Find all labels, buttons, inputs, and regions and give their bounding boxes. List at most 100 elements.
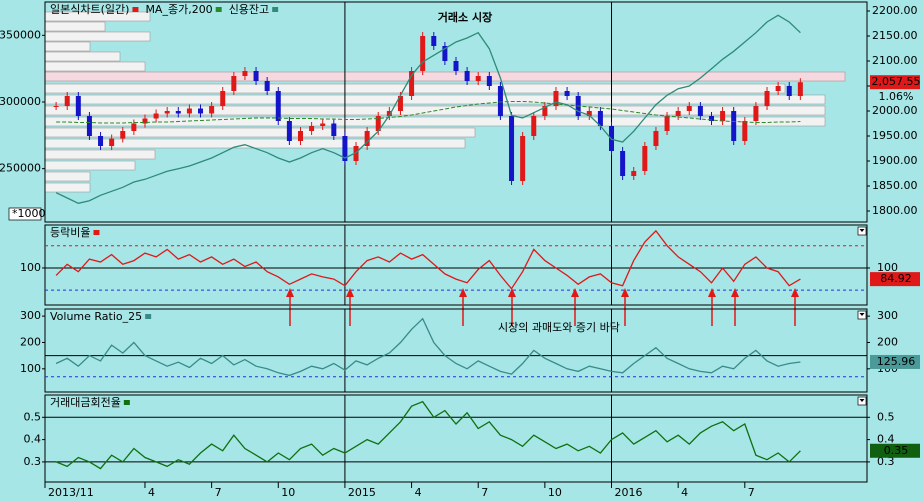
annotation: 시장의 과매도와 증기 바닥 <box>498 321 620 334</box>
volume-profile-bar <box>44 149 156 160</box>
candle <box>364 131 370 146</box>
candle <box>320 123 326 126</box>
candle <box>264 81 270 91</box>
chart-title: 거래소 시장 <box>438 10 492 24</box>
candle <box>553 91 559 106</box>
candle <box>797 82 803 96</box>
candle <box>242 71 248 76</box>
y2-tick-label: 0.5 <box>877 410 895 423</box>
x-tick-label: 4 <box>148 486 155 499</box>
candle <box>309 126 315 131</box>
candle <box>542 106 548 116</box>
candle <box>664 116 670 131</box>
y2-tick-label: 1800.00 <box>872 204 918 217</box>
candle <box>231 76 237 91</box>
y2-tick-label: 1950.00 <box>872 129 918 142</box>
y-tick-label: 0.3 <box>24 455 42 468</box>
candle <box>764 91 770 106</box>
arrow-head <box>571 288 579 297</box>
x-tick-label: 7 <box>481 486 488 499</box>
candle <box>397 96 403 111</box>
arrow-head <box>459 288 467 297</box>
y-tick-label: 100 <box>20 261 41 274</box>
candle <box>86 116 92 136</box>
y-tick-label: 350000 <box>0 28 41 41</box>
x-tick-label: 2016 <box>615 486 643 499</box>
volume-profile-bar <box>44 51 121 62</box>
candle <box>697 106 703 116</box>
y2-tick-label: 200 <box>877 335 898 348</box>
candle <box>731 111 737 141</box>
volume-profile-bar <box>44 41 91 52</box>
x-tick-label: 2015 <box>348 486 376 499</box>
legend-label: 등락비율 <box>50 226 90 239</box>
volume-profile-bar <box>44 171 91 182</box>
candle <box>753 106 759 121</box>
legend-label: 신용잔고 <box>229 3 269 16</box>
y-tick-label: 0.5 <box>24 410 42 423</box>
volume-profile-bar <box>44 21 106 32</box>
candle <box>586 111 592 116</box>
candle <box>464 71 470 81</box>
y2-tick-label: 100 <box>877 261 898 274</box>
series-line <box>55 400 801 470</box>
unit-label: *1000 <box>12 207 46 220</box>
x-tick-label: 10 <box>281 486 295 499</box>
arrow-head <box>508 288 516 297</box>
legend-label: 거래대금회전율 <box>50 396 121 409</box>
candle <box>642 146 648 171</box>
volume-profile-bar <box>44 160 136 171</box>
series-line <box>55 229 801 290</box>
y2-tick-label: 2150.00 <box>872 29 918 42</box>
panel-frame <box>44 224 868 306</box>
candle <box>164 111 170 114</box>
arrow-head <box>346 288 354 297</box>
candle <box>297 131 303 141</box>
x-tick-label: 10 <box>548 486 562 499</box>
candle <box>253 71 259 81</box>
y2-tick-label: 300 <box>877 309 898 322</box>
candle <box>275 91 281 121</box>
y-tick-label: 250000 <box>0 162 41 175</box>
legend-swatch <box>93 230 100 235</box>
arrow-head <box>621 288 629 297</box>
candle <box>631 171 637 176</box>
y2-tick-label: 1850.00 <box>872 179 918 192</box>
candle <box>497 86 503 116</box>
candle <box>386 111 392 116</box>
candle <box>620 151 626 176</box>
x-tick-label: 7 <box>748 486 755 499</box>
legend-swatch <box>145 314 152 319</box>
last-value-label: 84.92 <box>880 272 912 285</box>
candle <box>286 121 292 141</box>
legend-label: MA_종가,200 <box>145 3 212 16</box>
series-line <box>56 101 801 124</box>
y2-tick-label: 2200.00 <box>872 4 918 17</box>
candle <box>442 46 448 61</box>
candle <box>775 86 781 91</box>
x-tick-label: 4 <box>415 486 422 499</box>
panel-button-arrow <box>859 229 865 232</box>
legend-swatch <box>123 400 130 405</box>
candle <box>486 76 492 86</box>
arrow-head <box>791 288 799 297</box>
candle <box>597 111 603 126</box>
panel-frame <box>44 1 868 223</box>
y-tick-label: 300 <box>20 309 41 322</box>
x-tick-label: 4 <box>681 486 688 499</box>
candle <box>509 116 515 181</box>
arrow-head <box>286 288 294 297</box>
last-value-label: 2,057.55 <box>872 75 921 88</box>
legend-swatch <box>272 7 279 12</box>
legend-label: 일본식차트(일간) <box>50 2 129 16</box>
panel-frame <box>44 394 868 483</box>
last-value-box <box>870 354 920 369</box>
panel-button-arrow <box>859 399 865 402</box>
candle <box>75 96 81 116</box>
candle <box>175 111 181 114</box>
candle <box>686 106 692 111</box>
y-tick-label: 100 <box>20 362 41 375</box>
volume-profile-bar <box>44 127 476 138</box>
last-value-label: 125.96 <box>877 355 916 368</box>
